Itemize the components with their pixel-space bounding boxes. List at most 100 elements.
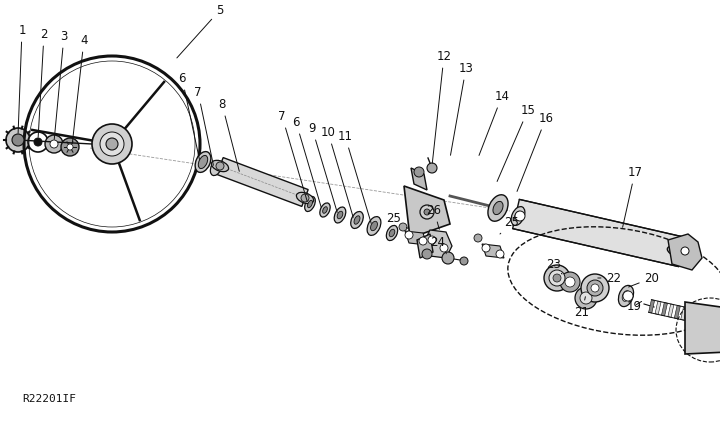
- Circle shape: [67, 144, 73, 150]
- Circle shape: [419, 237, 427, 245]
- Text: 25: 25: [500, 216, 519, 234]
- Polygon shape: [513, 199, 685, 267]
- Polygon shape: [675, 305, 680, 319]
- Text: 3: 3: [54, 29, 68, 139]
- Circle shape: [301, 194, 309, 202]
- Circle shape: [575, 287, 597, 309]
- Ellipse shape: [212, 160, 229, 172]
- Text: 22: 22: [598, 271, 621, 285]
- Circle shape: [92, 124, 132, 164]
- Polygon shape: [700, 311, 706, 325]
- Ellipse shape: [488, 195, 508, 221]
- Ellipse shape: [515, 211, 521, 221]
- Circle shape: [424, 209, 430, 215]
- Circle shape: [440, 244, 448, 252]
- Polygon shape: [217, 158, 308, 207]
- Circle shape: [553, 274, 561, 282]
- Circle shape: [427, 163, 437, 173]
- Text: 21: 21: [575, 297, 590, 319]
- Ellipse shape: [390, 229, 395, 237]
- Circle shape: [106, 138, 118, 150]
- Ellipse shape: [511, 207, 525, 225]
- Ellipse shape: [622, 291, 630, 301]
- Text: 4: 4: [72, 34, 88, 143]
- Text: 26: 26: [426, 204, 441, 229]
- Text: 9: 9: [308, 121, 337, 212]
- Circle shape: [560, 272, 580, 292]
- Circle shape: [442, 252, 454, 264]
- Text: 1: 1: [18, 23, 26, 133]
- Ellipse shape: [323, 207, 328, 213]
- Text: 8: 8: [218, 98, 239, 171]
- Polygon shape: [713, 314, 719, 327]
- Polygon shape: [687, 308, 693, 322]
- Text: 17: 17: [623, 165, 642, 227]
- Circle shape: [544, 265, 570, 291]
- Circle shape: [460, 257, 468, 265]
- Ellipse shape: [198, 155, 207, 169]
- Ellipse shape: [371, 221, 377, 231]
- Text: 24: 24: [431, 236, 446, 254]
- Circle shape: [405, 231, 413, 239]
- Text: 7: 7: [194, 86, 213, 165]
- Ellipse shape: [387, 225, 397, 241]
- Circle shape: [34, 138, 42, 146]
- Circle shape: [565, 277, 575, 287]
- Polygon shape: [706, 313, 713, 326]
- Ellipse shape: [493, 201, 503, 215]
- Text: 19: 19: [626, 299, 642, 313]
- Ellipse shape: [337, 211, 343, 219]
- Polygon shape: [482, 244, 504, 258]
- Circle shape: [100, 132, 124, 156]
- Circle shape: [216, 162, 224, 170]
- Text: 12: 12: [432, 49, 451, 163]
- Polygon shape: [668, 304, 674, 317]
- Text: 6: 6: [179, 72, 199, 159]
- Polygon shape: [680, 307, 687, 320]
- Text: 7: 7: [278, 109, 307, 201]
- Text: 25: 25: [387, 211, 408, 228]
- Circle shape: [6, 128, 30, 152]
- Circle shape: [591, 284, 599, 292]
- Polygon shape: [649, 299, 654, 313]
- Ellipse shape: [320, 203, 330, 217]
- Ellipse shape: [297, 193, 314, 204]
- Ellipse shape: [618, 285, 634, 307]
- Circle shape: [623, 291, 633, 301]
- Polygon shape: [655, 301, 661, 314]
- Text: 18: 18: [0, 425, 1, 426]
- Ellipse shape: [195, 152, 211, 173]
- Polygon shape: [417, 234, 433, 258]
- Circle shape: [12, 134, 24, 146]
- Circle shape: [587, 280, 603, 296]
- Circle shape: [50, 140, 58, 148]
- Circle shape: [414, 167, 424, 177]
- Text: 11: 11: [338, 130, 372, 223]
- Circle shape: [428, 236, 436, 244]
- Ellipse shape: [334, 207, 346, 223]
- Ellipse shape: [351, 212, 364, 228]
- Polygon shape: [662, 302, 667, 316]
- Ellipse shape: [367, 216, 381, 236]
- Circle shape: [581, 274, 609, 302]
- Polygon shape: [668, 234, 702, 270]
- Polygon shape: [424, 230, 452, 258]
- Circle shape: [28, 132, 48, 152]
- Ellipse shape: [305, 196, 315, 211]
- Polygon shape: [404, 186, 450, 238]
- Ellipse shape: [354, 216, 360, 224]
- Ellipse shape: [667, 245, 697, 259]
- Polygon shape: [411, 168, 427, 190]
- Circle shape: [515, 211, 525, 221]
- Circle shape: [496, 250, 504, 258]
- Circle shape: [399, 223, 407, 231]
- Text: 20: 20: [629, 271, 660, 287]
- Text: R22201IF: R22201IF: [22, 394, 76, 404]
- Text: 23: 23: [546, 257, 562, 274]
- Circle shape: [549, 270, 565, 286]
- Text: 2: 2: [38, 28, 48, 137]
- Text: 6: 6: [292, 115, 321, 207]
- Circle shape: [580, 292, 592, 304]
- Circle shape: [474, 234, 482, 242]
- Polygon shape: [405, 231, 427, 245]
